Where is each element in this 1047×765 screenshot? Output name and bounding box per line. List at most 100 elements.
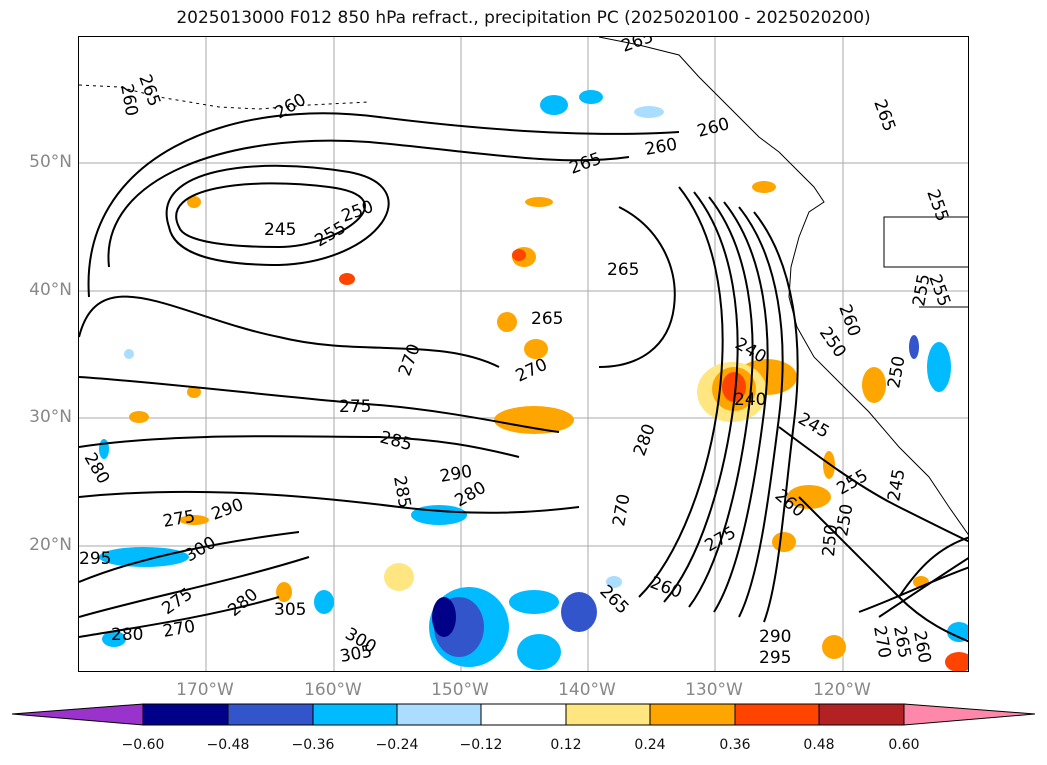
- contour-label: 265: [531, 309, 563, 329]
- contour-label: 260: [695, 114, 732, 142]
- state-border: [883, 216, 968, 268]
- colorbar-tick: −0.60: [121, 737, 165, 753]
- contour-front-5: [738, 206, 784, 618]
- coastline: [79, 37, 968, 536]
- lon-label-170w: 170°W: [176, 680, 234, 700]
- contour-label: 305: [274, 600, 306, 620]
- colorbar-segment: [396, 703, 482, 726]
- contour-label: 260: [909, 629, 934, 664]
- colorbar-segment: [734, 703, 820, 726]
- contour-290: [79, 490, 580, 514]
- contour-label: 280: [224, 585, 262, 621]
- contour-front-1: [638, 186, 724, 598]
- contour-label: 295: [79, 549, 111, 569]
- colorbar-segment: [227, 703, 314, 726]
- precip-blob: [823, 451, 835, 479]
- coast-na: [598, 37, 968, 536]
- precip-blob: [634, 106, 664, 118]
- contour-label: 250: [884, 354, 909, 389]
- colorbar-tick: −0.24: [375, 737, 419, 753]
- contour-label: 280: [630, 421, 660, 458]
- contour-305: [79, 556, 310, 618]
- precip-blob: [432, 597, 456, 637]
- colorbar-tick: 0.60: [888, 737, 920, 753]
- aleutians: [79, 84, 370, 110]
- colorbar-segment: [312, 703, 398, 726]
- precip-blob: [384, 563, 414, 591]
- precip-blob: [787, 485, 831, 509]
- contour-250: [165, 164, 390, 267]
- contour-label: 240: [734, 390, 766, 410]
- precip-blob: [722, 372, 746, 402]
- precip-blob: [947, 622, 968, 642]
- precip-blob: [927, 342, 951, 392]
- contour-front-2: [663, 191, 739, 603]
- precip-blob: [99, 547, 189, 567]
- precip-blob: [497, 312, 517, 332]
- colorbar-tick: −0.48: [206, 737, 250, 753]
- precip-blob: [540, 95, 568, 115]
- contour-front-6: [753, 211, 799, 623]
- colorbar-segment: [565, 703, 651, 726]
- contour-label: 270: [161, 617, 196, 642]
- colorbar-tick: 0.36: [719, 737, 751, 753]
- precip-blob: [752, 181, 776, 193]
- contour-label: 260: [116, 82, 141, 117]
- lon-label-130w: 130°W: [685, 680, 743, 700]
- contour-label: 250: [819, 523, 842, 557]
- precip-blob: [822, 635, 846, 659]
- contour-front-4: [713, 201, 769, 613]
- contour-label: 285: [389, 474, 414, 509]
- contour-label: 265: [619, 37, 656, 57]
- contour-label: 275: [161, 507, 196, 532]
- contour-label: 265: [869, 97, 899, 134]
- contour-label: 265: [595, 581, 632, 618]
- contour-label: 260: [643, 135, 678, 160]
- contour-label: 295: [759, 648, 791, 668]
- lon-label-150w: 150°W: [431, 680, 489, 700]
- contour-label: 265: [607, 260, 639, 280]
- precip-blob: [179, 515, 209, 525]
- lon-label-140w: 140°W: [558, 680, 616, 700]
- contour-label: 280: [111, 625, 143, 645]
- colorbar-tick: 0.12: [550, 737, 582, 753]
- contour-300: [79, 531, 300, 583]
- contour-275: [79, 376, 560, 433]
- precip-blob: [509, 590, 559, 614]
- map-panel: 265 260 260 245 250 255 265 260 260 265 …: [78, 36, 969, 672]
- precip-blob: [124, 349, 134, 359]
- contour-label: 290: [209, 495, 246, 525]
- contour-label: 300: [182, 533, 220, 567]
- lat-label-30n: 30°N: [29, 407, 72, 427]
- contour-250b: [898, 536, 968, 598]
- precip-blob: [772, 532, 796, 552]
- lon-label-120w: 120°W: [813, 680, 871, 700]
- contour-255: [107, 139, 630, 268]
- colorbar-tick: 0.48: [803, 737, 835, 753]
- contour-wave: [878, 557, 968, 618]
- contour-label: 250: [339, 197, 376, 227]
- contour-265: [598, 206, 676, 368]
- contour-label: 290: [759, 627, 791, 647]
- map-svg: 265 260 260 245 250 255 265 260 260 265 …: [79, 37, 968, 671]
- contour-260: [87, 112, 680, 298]
- contour-label: 280: [80, 450, 114, 488]
- precip-blob: [494, 406, 574, 434]
- contour-285: [79, 435, 520, 458]
- contour-label: 260: [272, 90, 310, 124]
- contour-label: 275: [339, 397, 371, 417]
- precip-blob: [102, 631, 126, 647]
- contour-wave-2: [858, 566, 968, 613]
- contour-label: 285: [378, 428, 415, 456]
- contour-front-3: [688, 196, 754, 608]
- lon-label-160w: 160°W: [304, 680, 362, 700]
- graticule: [79, 37, 968, 671]
- contour-260b: [798, 496, 968, 643]
- lat-label-20n: 20°N: [29, 535, 72, 555]
- plot-title: 2025013000 F012 850 hPa refract., precip…: [176, 8, 871, 28]
- contour-label: 245: [795, 409, 833, 443]
- precip-blob: [525, 197, 553, 207]
- precip-blob: [187, 196, 201, 208]
- precip-blob: [862, 367, 886, 403]
- precip-blob: [339, 273, 355, 285]
